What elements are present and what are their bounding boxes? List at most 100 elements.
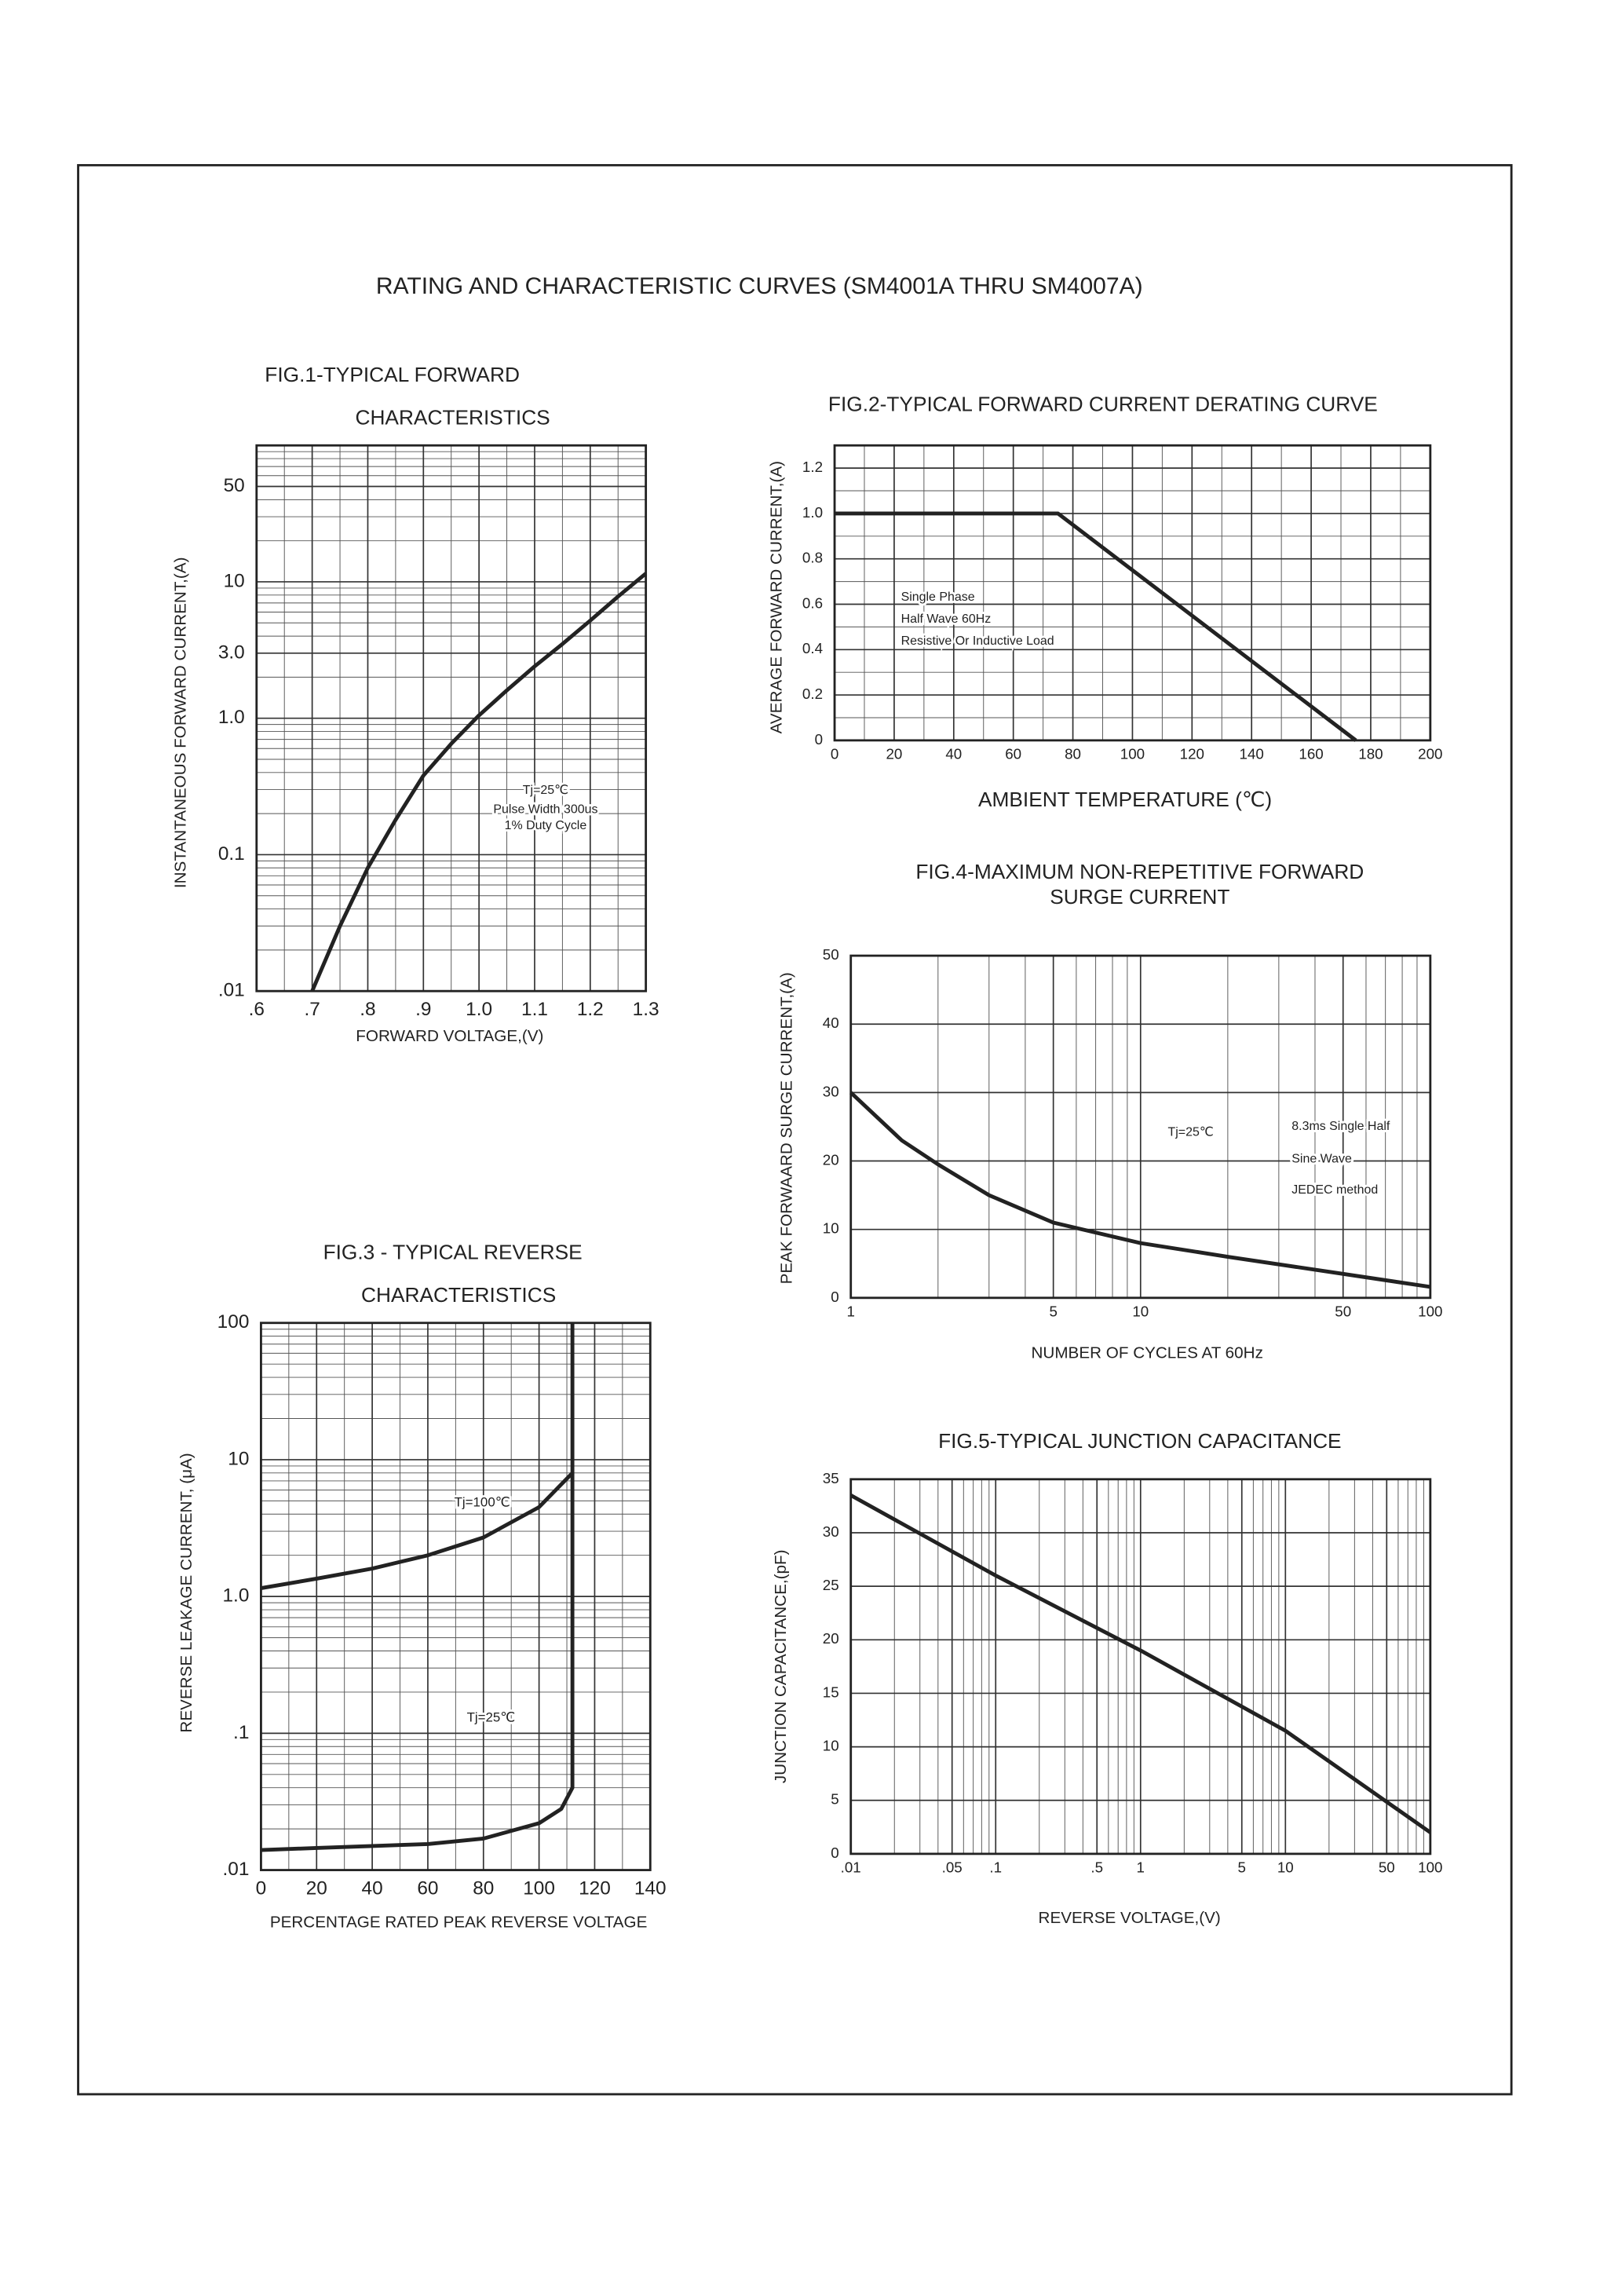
y-tick-label: 100 (217, 1311, 250, 1333)
x-tick-label: 20 (306, 1877, 327, 1899)
plot-frame (849, 1478, 1432, 1855)
x-tick-label: .5 (1090, 1859, 1103, 1876)
x-tick-label: .05 (942, 1859, 963, 1876)
x-tick-label: 10 (1132, 1303, 1149, 1320)
y-axis-label: JUNCTION CAPACITANCE,(pF) (772, 1550, 790, 1784)
x-tick-label: 80 (1065, 746, 1081, 762)
y-tick-label: .1 (233, 1722, 249, 1743)
y-tick-label: 1.0 (222, 1585, 249, 1607)
y-tick-label: 0.8 (802, 550, 823, 566)
chart-title: FIG.3 - TYPICAL REVERSE (323, 1240, 583, 1263)
annotation: Half Wave 60Hz (901, 612, 992, 626)
x-tick-label: 40 (362, 1877, 383, 1899)
y-tick-label: 0.1 (218, 843, 245, 865)
y-tick-label: .01 (222, 1859, 249, 1880)
x-tick-label: .7 (304, 999, 320, 1020)
y-tick-label: 20 (823, 1630, 839, 1647)
x-axis-label: PERCENTAGE RATED PEAK REVERSE VOLTAGE (270, 1914, 648, 1932)
page-frame (77, 163, 1513, 2096)
annotation: Tj=25℃ (1168, 1126, 1214, 1139)
y-tick-label: 35 (823, 1470, 839, 1486)
annotation: JEDEC method (1291, 1183, 1378, 1197)
x-axis-label: AMBIENT TEMPERATURE (℃) (978, 788, 1272, 811)
x-tick-label: .01 (841, 1859, 861, 1876)
y-tick-label: 30 (823, 1523, 839, 1540)
y-axis-label: PEAK FORWAARD SURGE CURRENT,(A) (777, 972, 795, 1284)
y-tick-label: 10 (228, 1448, 249, 1469)
x-tick-label: 5 (1238, 1859, 1246, 1876)
plot-frame (260, 1322, 652, 1871)
x-tick-label: 40 (945, 746, 962, 762)
x-tick-label: 100 (1120, 746, 1145, 762)
x-tick-label: 100 (523, 1877, 555, 1899)
chart-title: CHARACTERISTICS (355, 405, 550, 429)
chart-title: FIG.2-TYPICAL FORWARD CURRENT DERATING C… (828, 392, 1378, 415)
curve (310, 572, 648, 993)
x-tick-label: 1.2 (577, 999, 604, 1020)
curve (849, 1091, 1431, 1289)
plot-frame (255, 444, 648, 993)
y-tick-label: 10 (823, 1738, 839, 1754)
y-tick-label: 25 (823, 1577, 839, 1593)
x-tick-label: 100 (1418, 1859, 1442, 1876)
y-tick-label: 10 (224, 570, 245, 591)
x-tick-label: 140 (634, 1877, 667, 1899)
y-axis-label: REVERSE LEAKAGE CURRENT, (μA) (177, 1453, 195, 1732)
y-tick-label: 50 (224, 475, 245, 496)
y-tick-label: 40 (823, 1015, 839, 1031)
y-tick-label: 0 (815, 731, 823, 748)
y-tick-label: 0.6 (802, 594, 823, 611)
y-axis-label: INSTANTANEOUS FORWARD CURRENT,(A) (171, 558, 189, 889)
plot-frame (849, 954, 1432, 1300)
plot-frame (833, 444, 1432, 742)
x-tick-label: 160 (1299, 746, 1323, 762)
y-tick-label: 1.0 (218, 707, 245, 728)
y-tick-label: 3.0 (218, 642, 245, 663)
annotation: Pulse Width 300us (493, 803, 597, 816)
x-tick-label: 120 (1180, 746, 1204, 762)
y-tick-label: 30 (823, 1083, 839, 1099)
x-tick-label: 60 (417, 1877, 438, 1899)
annotation: 1% Duty Cycle (505, 819, 587, 832)
x-tick-label: 140 (1240, 746, 1264, 762)
x-tick-label: 50 (1335, 1303, 1351, 1320)
x-tick-label: 100 (1418, 1303, 1442, 1320)
x-tick-label: 1.3 (633, 999, 659, 1020)
x-tick-label: .1 (989, 1859, 1002, 1876)
y-tick-label: 15 (823, 1684, 839, 1700)
chart-title: CHARACTERISTICS (361, 1283, 556, 1307)
y-tick-label: .01 (218, 980, 245, 1001)
x-tick-label: 1 (1137, 1859, 1145, 1876)
x-tick-label: .9 (415, 999, 431, 1020)
y-tick-label: 0 (831, 1844, 838, 1861)
x-tick-label: 0 (831, 746, 838, 762)
x-tick-label: 200 (1418, 746, 1442, 762)
y-tick-label: 20 (823, 1151, 839, 1168)
y-tick-label: 5 (831, 1791, 838, 1808)
x-tick-label: .6 (249, 999, 265, 1020)
x-tick-label: 1.1 (521, 999, 548, 1020)
x-tick-label: 60 (1005, 746, 1021, 762)
x-tick-label: 5 (1049, 1303, 1057, 1320)
y-tick-label: 1.0 (802, 504, 823, 521)
x-tick-label: 180 (1358, 746, 1383, 762)
x-tick-label: 120 (579, 1877, 611, 1899)
y-tick-label: 0.2 (802, 686, 823, 702)
y-tick-label: 0 (831, 1289, 838, 1305)
x-axis-label: REVERSE VOLTAGE,(V) (1039, 1909, 1221, 1927)
y-axis-label: AVERAGE FORWARD CURRENT,(A) (767, 461, 785, 733)
x-tick-label: 10 (1277, 1859, 1294, 1876)
x-tick-label: 80 (473, 1877, 494, 1899)
y-tick-label: 0.4 (802, 640, 823, 656)
curve (835, 511, 1357, 742)
x-tick-label: 0 (256, 1877, 267, 1899)
curve (261, 1472, 574, 1590)
y-tick-label: 1.2 (802, 459, 823, 475)
chart-title: FIG.1-TYPICAL FORWARD (265, 363, 520, 386)
curve (849, 1493, 1432, 1834)
x-tick-label: 20 (886, 746, 902, 762)
chart-title: FIG.4-MAXIMUM NON-REPETITIVE FORWARD (915, 860, 1364, 883)
annotation: Resistive Or Inductive Load (901, 634, 1054, 648)
